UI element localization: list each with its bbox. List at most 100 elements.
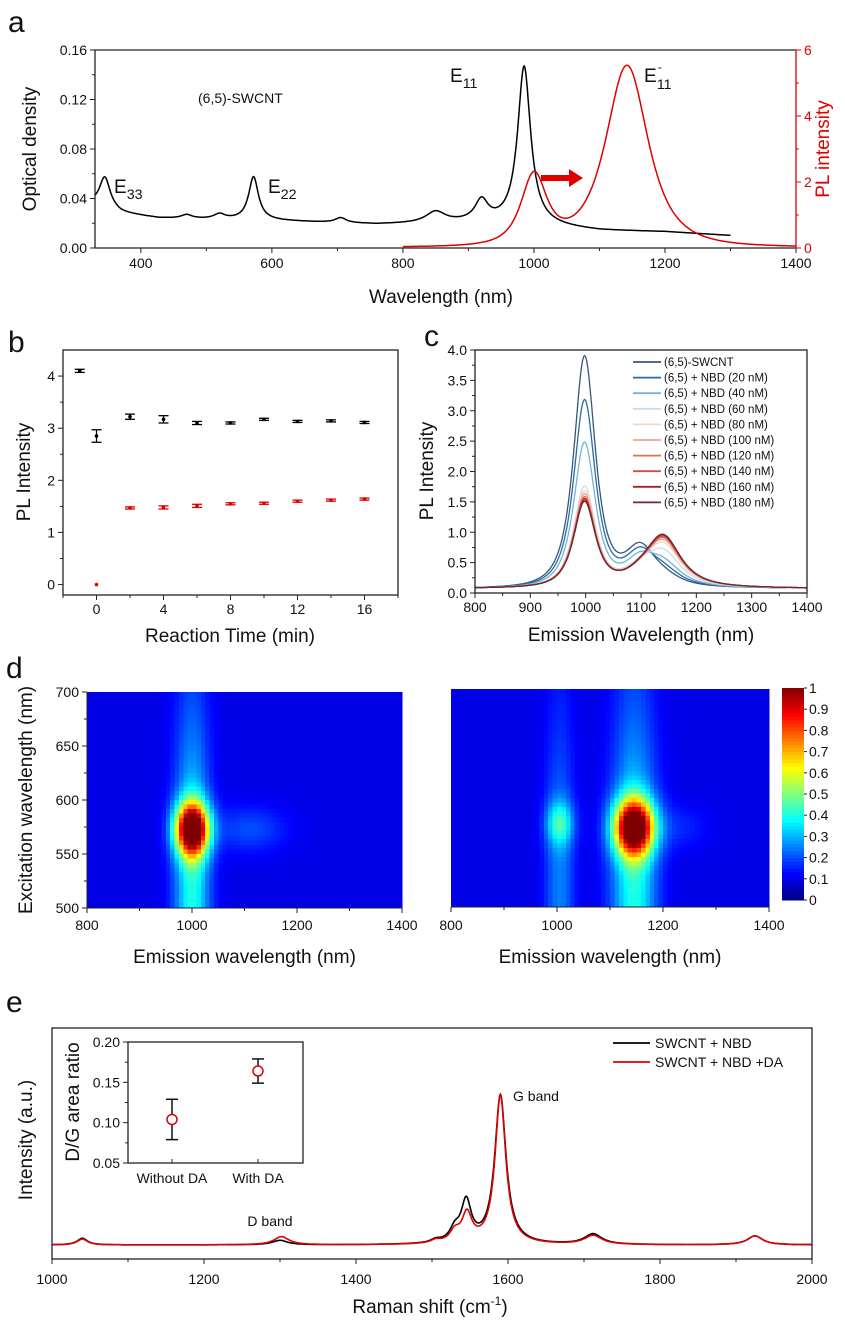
heatmap-cell <box>87 714 92 720</box>
heatmap-cell <box>100 791 106 797</box>
heatmap-cell <box>353 701 359 707</box>
heatmap-cell <box>117 791 123 797</box>
heatmap-cell <box>353 764 359 770</box>
heatmap-cell <box>397 890 403 896</box>
heatmap-cell <box>248 867 254 873</box>
heatmap-cell <box>170 885 176 891</box>
heatmap-cell <box>104 876 110 882</box>
heatmap-cell <box>205 741 211 747</box>
heatmap-cell <box>380 836 386 842</box>
heatmap-cell <box>397 849 403 855</box>
heatmap-cell <box>135 701 141 707</box>
heatmap-cell <box>371 854 377 860</box>
heatmap-cell <box>521 698 527 704</box>
heatmap-cell <box>178 876 184 882</box>
heatmap-cell <box>358 723 364 729</box>
heatmap-cell <box>157 804 162 810</box>
heatmap-cell <box>561 761 567 767</box>
heatmap-cell <box>451 720 457 726</box>
heatmap-cell <box>477 698 483 704</box>
heatmap-cell <box>235 732 241 738</box>
heatmap-cell <box>371 872 377 878</box>
heatmap-cell <box>257 732 263 738</box>
heatmap-cell <box>130 701 136 707</box>
heatmap-cell <box>534 829 540 835</box>
heatmap-cell <box>157 692 162 698</box>
heatmap-cell <box>253 863 259 869</box>
heatmap-cell <box>526 852 532 858</box>
heatmap-cell <box>340 795 346 801</box>
heatmap-cell <box>100 746 106 752</box>
heatmap-cell <box>468 748 474 754</box>
heatmap-cell <box>332 710 337 716</box>
heatmap-cell <box>530 798 536 804</box>
heatmap-cell <box>100 777 106 783</box>
heatmap-cell <box>521 884 527 890</box>
heatmap-cell <box>108 854 114 860</box>
heatmap-cell <box>126 827 132 833</box>
heatmap-cell <box>314 786 320 792</box>
heatmap-cell <box>393 840 399 846</box>
heatmap-cell <box>244 854 250 860</box>
heatmap-cell <box>310 714 316 720</box>
heatmap-cell <box>205 773 211 779</box>
heatmap-cell <box>539 802 545 808</box>
heatmap-cell <box>481 875 487 881</box>
heatmap-cell <box>310 809 316 815</box>
heatmap-cell <box>388 863 394 869</box>
heatmap-cell <box>481 770 487 776</box>
heatmap-cell <box>327 692 333 698</box>
heatmap-cell <box>126 854 132 860</box>
heatmap-cell <box>187 872 193 878</box>
heatmap-cell <box>490 788 496 795</box>
heatmap-cell <box>495 861 501 867</box>
heatmap-cell <box>521 748 527 754</box>
heatmap-cell <box>227 827 232 833</box>
heatmap-cell <box>104 710 110 716</box>
heatmap-cell <box>353 827 359 833</box>
heatmap-cell <box>279 723 285 729</box>
heatmap-cell <box>275 849 281 855</box>
heatmap-cell <box>157 845 162 851</box>
heatmap-cell <box>108 791 114 797</box>
heatmap-cell <box>209 777 215 783</box>
heatmap-cell <box>292 818 298 824</box>
heatmap-cell <box>477 729 483 736</box>
heatmap-cell <box>244 764 250 770</box>
heatmap-cell <box>117 836 123 842</box>
heatmap-cell <box>91 800 97 806</box>
heatmap-cell <box>504 838 510 845</box>
heatmap-cell <box>327 809 333 815</box>
heatmap-cell <box>130 876 136 882</box>
heatmap-cell <box>451 689 457 695</box>
heatmap-cell <box>499 748 505 754</box>
heatmap-cell <box>244 809 250 815</box>
heatmap-cell <box>213 705 219 711</box>
heatmap-cell <box>332 777 337 783</box>
heatmap-cell <box>130 795 136 801</box>
heatmap-cell <box>161 777 167 783</box>
heatmap-cell <box>270 804 276 810</box>
heatmap-cell <box>336 876 342 882</box>
heatmap-cell <box>314 800 320 806</box>
heatmap-cell <box>240 759 246 765</box>
heatmap-cell <box>388 894 394 900</box>
heatmap-cell <box>266 741 272 747</box>
heatmap-cell <box>371 719 377 725</box>
heatmap-cell <box>367 845 372 851</box>
heatmap-cell <box>187 836 193 842</box>
heatmap-cell <box>512 734 518 740</box>
heatmap-cell <box>218 849 224 855</box>
heatmap-cell <box>196 894 202 900</box>
heatmap-cell <box>227 899 232 905</box>
heatmap-cell <box>157 759 162 765</box>
heatmap-cell <box>257 777 263 783</box>
heatmap-cell <box>104 795 110 801</box>
heatmap-cell <box>174 764 180 770</box>
heatmap-cell <box>468 888 474 894</box>
heatmap-cell <box>297 827 302 833</box>
heatmap-cell <box>209 692 215 698</box>
heatmap-cell <box>539 820 545 826</box>
heatmap-cell <box>297 714 302 720</box>
heatmap-cell <box>318 899 324 905</box>
